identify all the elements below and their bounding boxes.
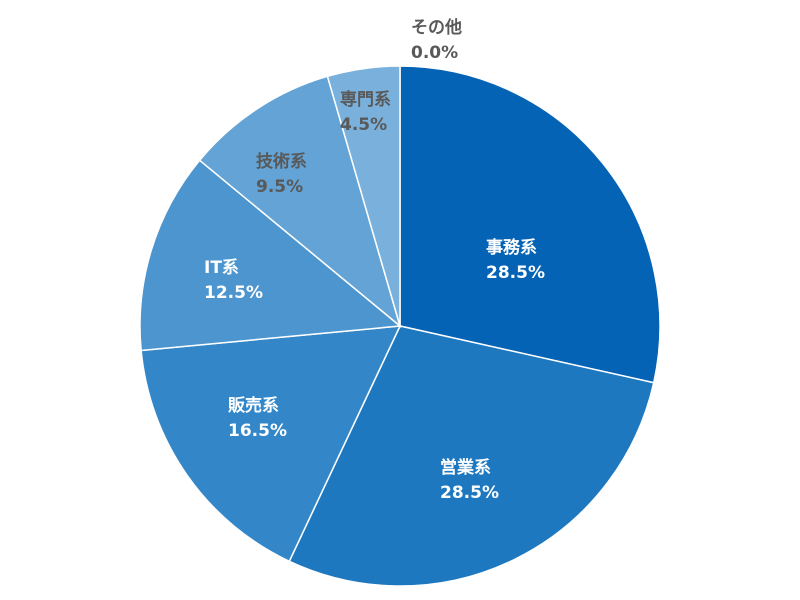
data-label-jimu: 事務系 28.5%: [486, 236, 545, 286]
label-name: 技術系: [256, 152, 307, 172]
label-value: 16.5%: [228, 421, 287, 441]
pie-slices: [139, 65, 661, 587]
label-name: 事務系: [486, 238, 537, 258]
label-name: 専門系: [340, 90, 391, 110]
label-name: 営業系: [440, 458, 491, 478]
pie-slice: [399, 65, 661, 384]
pie-slice: [198, 75, 402, 329]
data-label-eigyo: 営業系 28.5%: [440, 456, 499, 506]
label-name: IT系: [204, 258, 239, 278]
label-value: 0.0%: [411, 43, 459, 63]
label-value: 28.5%: [486, 263, 545, 283]
pie-slice: [288, 325, 655, 587]
pie-slice: [326, 65, 401, 327]
data-label-senmon: 専門系 4.5%: [340, 88, 391, 138]
pie-slice: [139, 159, 402, 352]
label-name: 販売系: [228, 396, 279, 416]
pie-slice: [140, 325, 402, 563]
data-label-hanbai: 販売系 16.5%: [228, 394, 287, 444]
label-name: その他: [411, 18, 462, 38]
data-label-gijutsu: 技術系 9.5%: [256, 150, 307, 200]
data-label-sonota: その他 0.0%: [411, 16, 462, 66]
label-value: 28.5%: [440, 483, 499, 503]
label-value: 12.5%: [204, 283, 263, 303]
data-label-it: IT系 12.5%: [204, 256, 263, 306]
label-value: 4.5%: [340, 115, 388, 135]
label-value: 9.5%: [256, 177, 304, 197]
